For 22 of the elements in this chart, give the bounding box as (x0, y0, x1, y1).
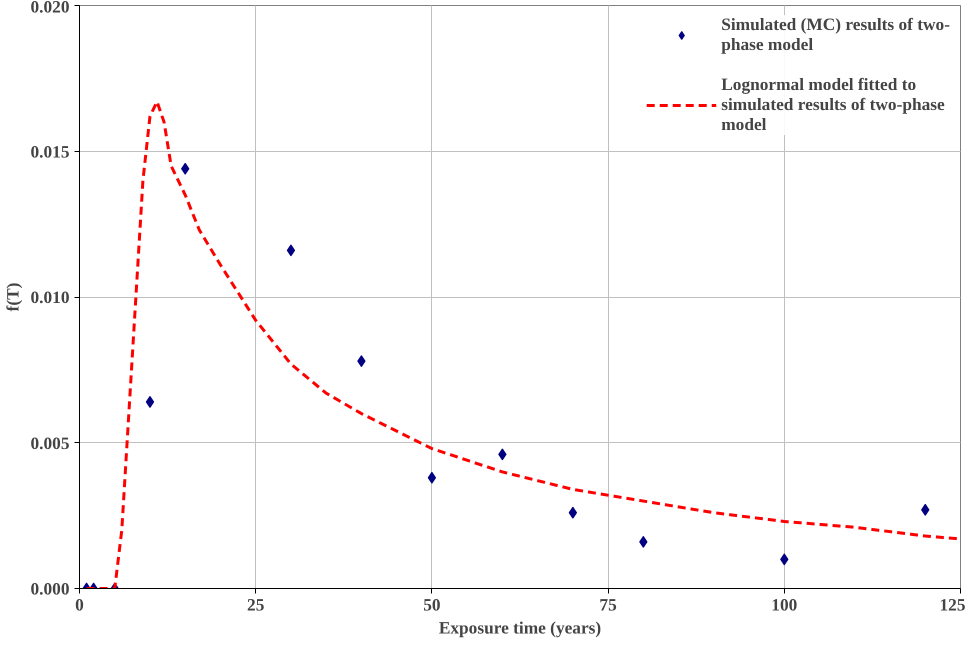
x-tick-label: 0 (75, 596, 84, 614)
x-tick-label: 25 (247, 596, 265, 614)
point (498, 448, 507, 460)
point (146, 396, 154, 408)
x-tick-label: 125 (940, 596, 966, 614)
y-tick-label: 0.015 (30, 142, 70, 162)
y-tick-label: 0.010 (30, 288, 70, 307)
point (639, 536, 648, 548)
point (568, 506, 578, 519)
x-tick-label: 75 (599, 596, 618, 614)
x-tick-label: 100 (771, 596, 798, 614)
point (357, 355, 366, 368)
y-tick-label: 0.000 (30, 580, 70, 598)
x-axis-title: Exposure time (years) (438, 618, 602, 638)
legend-label: Lognormal model fitted to simulated results of two-phase model (721, 75, 945, 135)
y-axis-title: f(T) (4, 282, 23, 312)
legend-label: Simulated (MC) results of two-phase model (721, 15, 950, 55)
x-tick-label: 50 (423, 596, 441, 614)
y-tick-label: 0.005 (30, 434, 70, 453)
point (428, 472, 436, 484)
point (286, 244, 296, 256)
y-tick-label: 0.020 (30, 0, 70, 16)
